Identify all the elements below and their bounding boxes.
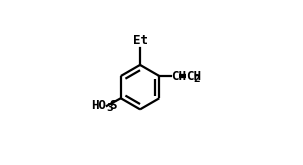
Text: 2: 2 (193, 74, 200, 84)
Text: CH: CH (186, 69, 201, 82)
Text: CH: CH (171, 69, 186, 82)
Text: Et: Et (132, 34, 148, 47)
Text: 3: 3 (106, 103, 113, 113)
Text: HO: HO (91, 99, 106, 112)
Text: S: S (109, 99, 117, 112)
